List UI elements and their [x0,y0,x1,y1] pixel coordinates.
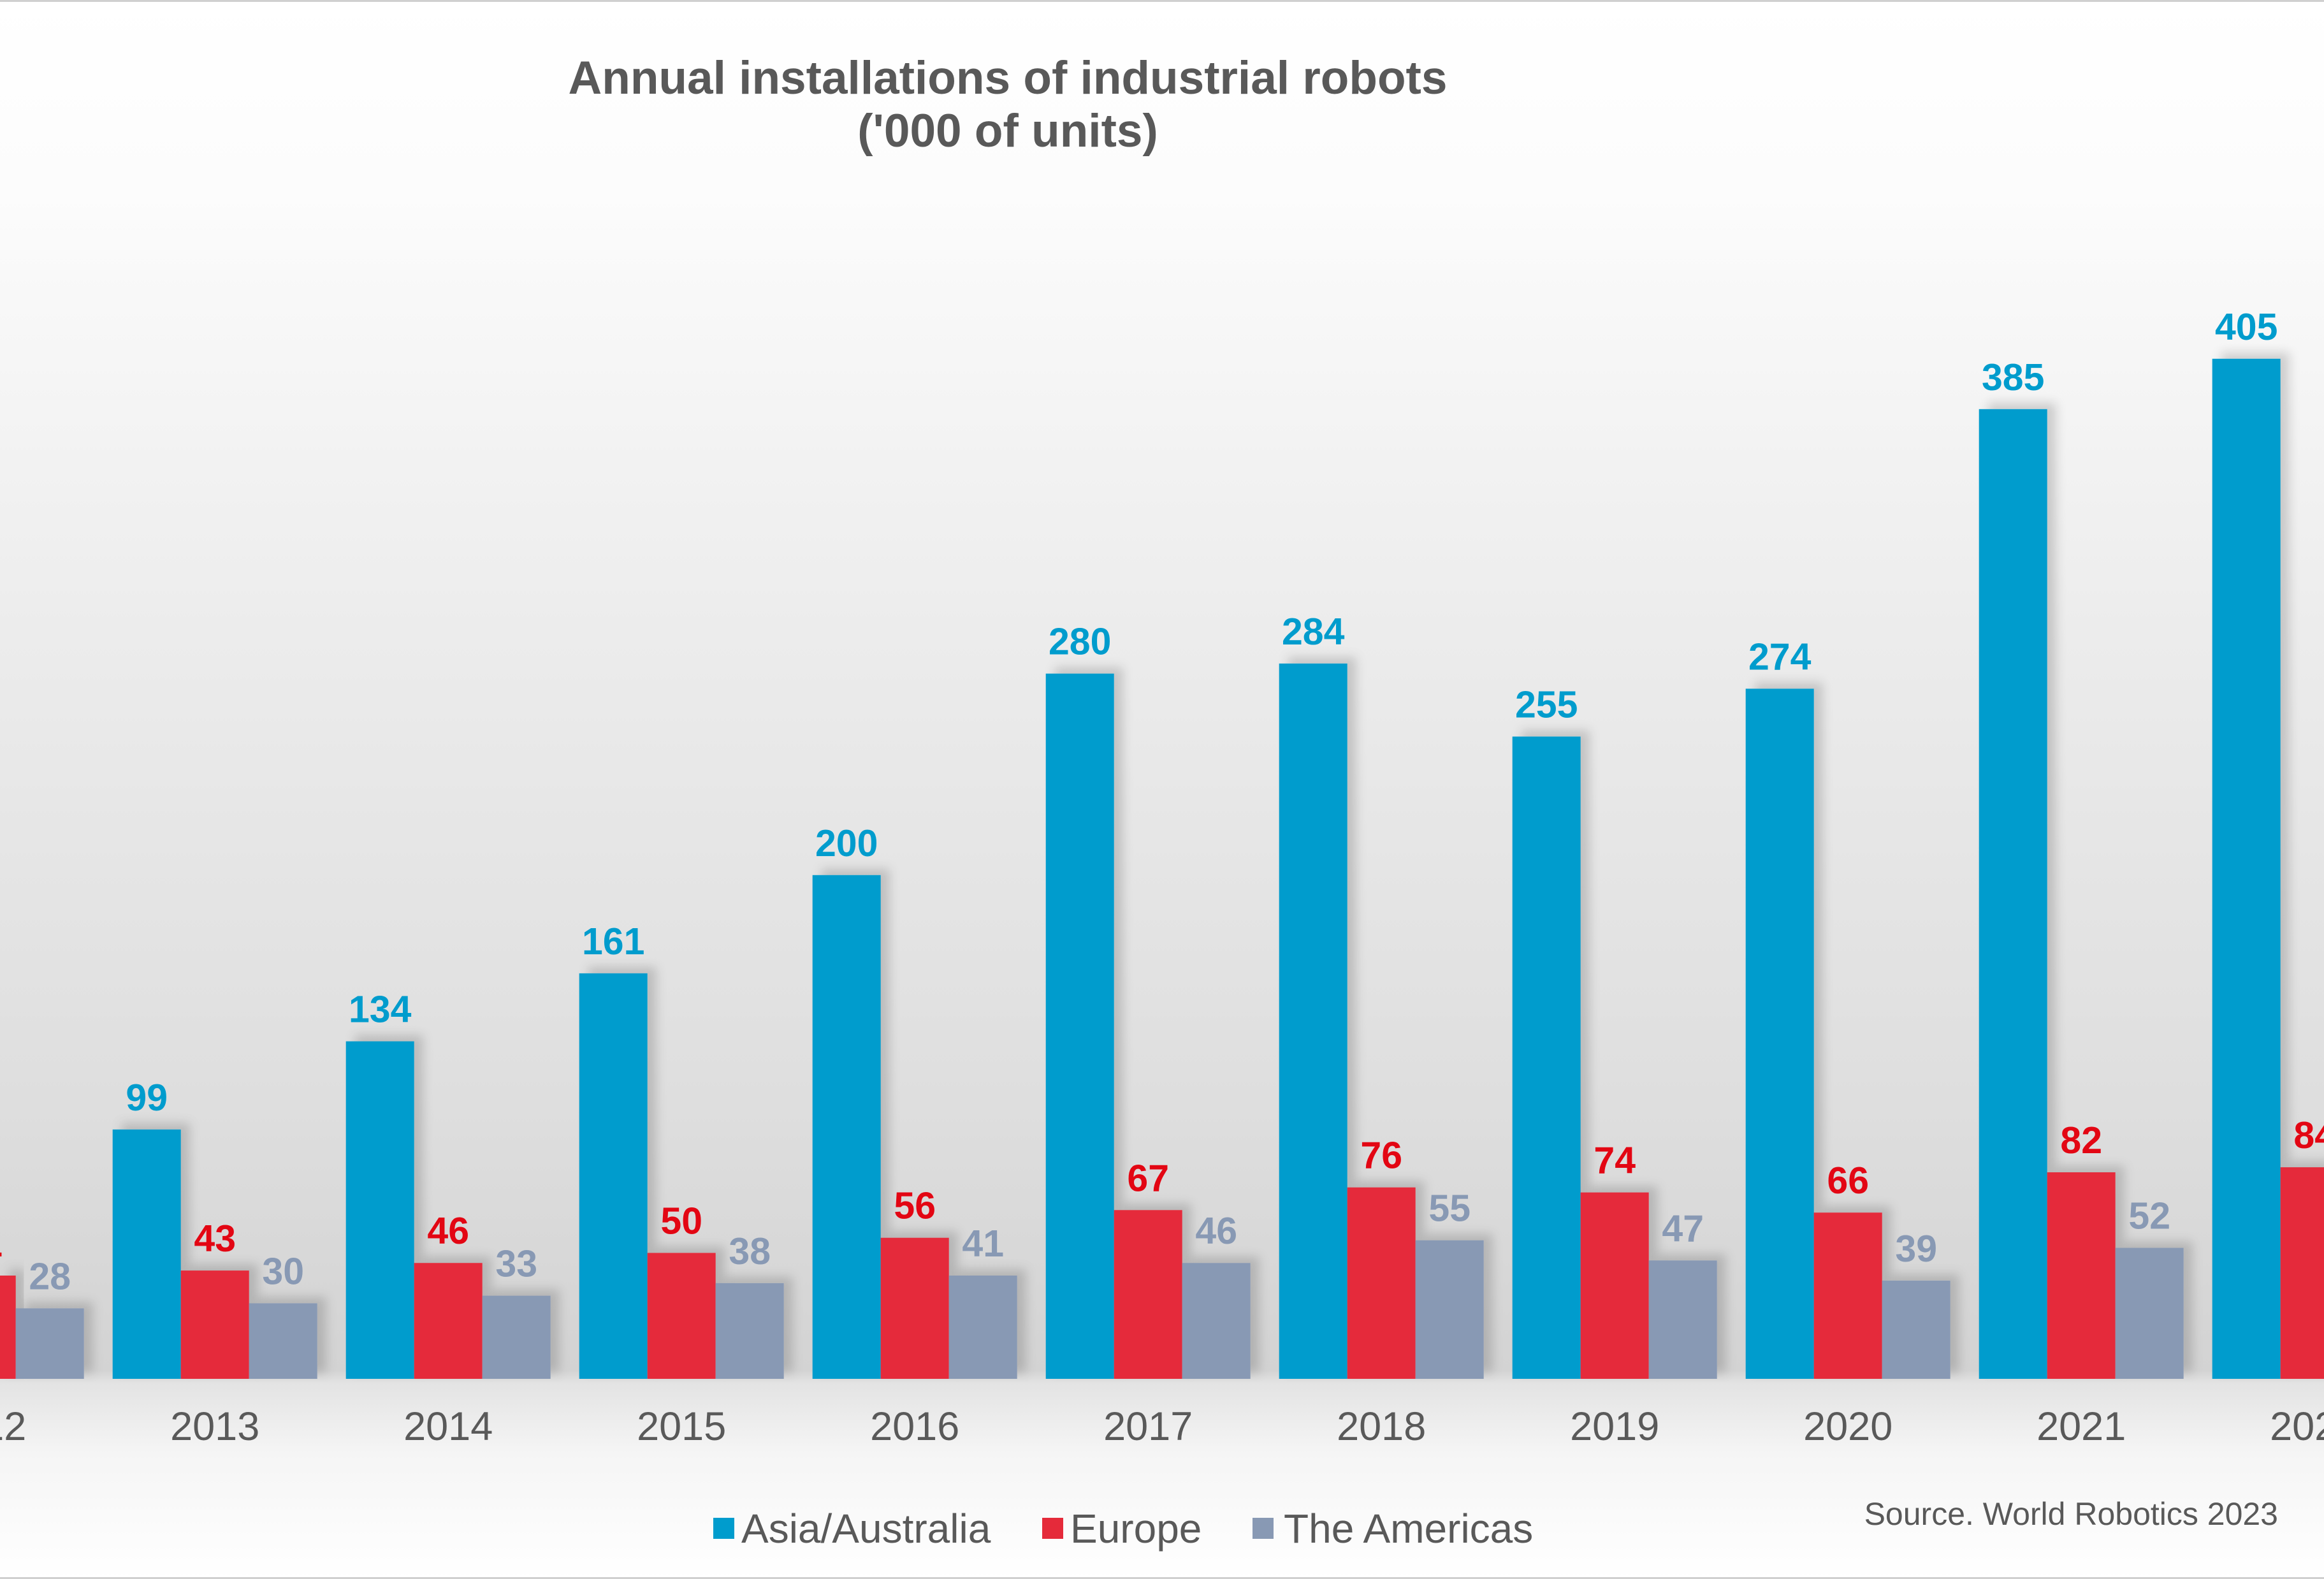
value-label-europe-2014: 46 [427,1210,469,1252]
value-labels-layer: 41 28 99 43 30 134 46 33 161 50 38 200 56 41 280 67 46 28… [0,306,2324,1298]
bar-asia-australia-2013 [112,1129,181,1379]
bar-asia-australia-2016 [812,875,881,1379]
value-label-asia-australia-2016: 200 [815,822,878,864]
chart-subtitle: ('000 of units) [857,105,1158,157]
bar-europe-2017 [1114,1210,1182,1379]
x-tick-label-2013: 2013 [170,1404,259,1449]
value-label-asia-australia-2022: 405 [2215,306,2277,348]
bar-europe-2012 [0,1276,16,1379]
bar-asia-australia-2017 [1045,673,1114,1379]
value-label-europe-2016: 56 [894,1185,936,1227]
value-label-the-americas-2013: 30 [262,1250,304,1292]
value-label-asia-australia-2019: 255 [1515,683,1578,725]
value-label-asia-australia-2018: 284 [1282,611,1345,653]
bar-the-americas-2020 [1882,1280,1950,1379]
legend-swatch-the-americas [1253,1518,1274,1539]
bar-the-americas-2013 [249,1303,317,1379]
value-label-asia-australia-2013: 99 [126,1077,168,1119]
bar-asia-australia-2015 [579,973,648,1379]
value-label-europe-2021: 82 [2060,1119,2102,1161]
legend-item-europe: Europe [1042,1506,1202,1552]
value-label-the-americas-2019: 47 [1662,1207,1704,1249]
bar-europe-2021 [2047,1172,2116,1379]
value-label-europe-2019: 74 [1594,1140,1636,1182]
bar-europe-2016 [880,1237,949,1379]
bar-asia-australia-2020 [1745,688,1814,1379]
bar-the-americas-2014 [482,1295,551,1379]
source-note: Source. World Robotics 2023 [1864,1496,2278,1532]
legend-label-asia-australia: Asia/Australia [741,1506,991,1552]
x-tick-label-2014: 2014 [403,1404,493,1449]
value-label-europe-2015: 50 [660,1200,702,1242]
value-label-europe-2017: 67 [1127,1157,1169,1199]
bar-europe-2013 [180,1270,249,1379]
value-label-europe-2022: 84 [2293,1114,2324,1156]
x-tick-label-2022: 2022 [2270,1404,2324,1449]
x-tick-label-2021: 2021 [2037,1404,2126,1449]
bar-the-americas-2019 [1648,1260,1717,1379]
value-label-the-americas-2012: 28 [29,1255,71,1297]
bar-the-americas-2018 [1415,1240,1484,1379]
value-label-the-americas-2016: 41 [962,1223,1004,1265]
bar-asia-australia-2018 [1279,663,1347,1379]
value-label-asia-australia-2021: 385 [1982,356,2044,398]
value-label-europe-2018: 76 [1360,1135,1402,1177]
legend: Asia/Australia Europe The Americas [713,1506,1533,1552]
bar-the-americas-2017 [1182,1263,1251,1379]
bar-europe-2019 [1580,1192,1649,1379]
value-label-the-americas-2021: 52 [2128,1195,2170,1237]
x-tick-label-2016: 2016 [870,1404,959,1449]
bar-the-americas-2016 [948,1276,1017,1379]
legend-swatch-europe [1042,1518,1063,1539]
x-axis-labels: 2012 2013 2014 2015 2016 2017 2018 2019 2020 2021… [0,1404,2324,1449]
legend-label-europe: Europe [1070,1506,1202,1552]
bar-asia-australia-2014 [345,1041,414,1379]
value-label-europe-2020: 66 [1827,1160,1869,1202]
bar-europe-2020 [1813,1212,1882,1379]
legend-swatch-asia-australia [713,1518,734,1539]
value-label-asia-australia-2017: 280 [1049,621,1111,663]
value-label-asia-australia-2015: 161 [582,920,644,963]
bar-europe-2022 [2280,1167,2324,1379]
bar-the-americas-2021 [2115,1248,2184,1379]
bar-asia-australia-2019 [1512,736,1581,1379]
value-label-the-americas-2014: 33 [495,1243,537,1285]
bar-the-americas-2015 [715,1283,784,1379]
value-label-the-americas-2015: 38 [729,1230,771,1272]
x-tick-label-2018: 2018 [1337,1404,1426,1449]
bar-europe-2015 [647,1253,716,1379]
value-label-the-americas-2020: 39 [1895,1228,1937,1270]
x-tick-label-2015: 2015 [637,1404,726,1449]
value-label-asia-australia-2014: 134 [349,989,412,1031]
bar-europe-2014 [414,1263,483,1379]
x-tick-label-2017: 2017 [1103,1404,1193,1449]
bars-layer [0,358,2324,1379]
x-tick-label-2019: 2019 [1570,1404,1659,1449]
value-label-the-americas-2018: 55 [1428,1188,1471,1230]
legend-item-the-americas: The Americas [1253,1506,1533,1552]
x-tick-label-2020: 2020 [1803,1404,1892,1449]
bar-europe-2018 [1347,1187,1416,1379]
value-label-the-americas-2017: 46 [1195,1210,1237,1252]
x-tick-label-2012: 2012 [0,1404,26,1449]
bar-the-americas-2012 [15,1308,84,1379]
legend-item-asia-australia: Asia/Australia [713,1506,991,1552]
bar-asia-australia-2022 [2212,358,2281,1379]
legend-label-the-americas: The Americas [1284,1506,1533,1552]
chart-title: Annual installations of industrial robot… [569,52,1448,104]
bar-asia-australia-2021 [1979,409,2047,1379]
value-label-europe-2013: 43 [194,1218,236,1260]
value-label-asia-australia-2020: 274 [1748,636,1812,678]
value-label-europe-2012: 41 [0,1223,3,1265]
